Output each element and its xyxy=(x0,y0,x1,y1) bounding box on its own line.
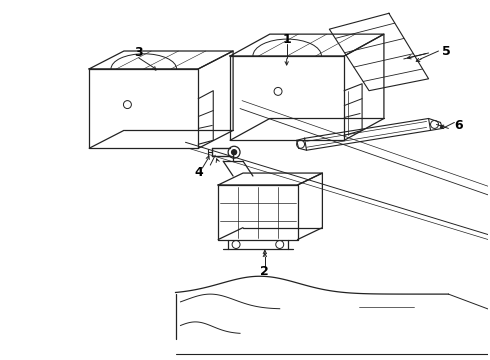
Text: 5: 5 xyxy=(442,45,451,58)
Text: 3: 3 xyxy=(135,46,143,59)
Text: 2: 2 xyxy=(261,265,269,278)
Text: 6: 6 xyxy=(454,119,463,132)
Text: 4: 4 xyxy=(194,166,203,179)
Text: 1: 1 xyxy=(282,33,291,46)
Circle shape xyxy=(232,150,237,155)
